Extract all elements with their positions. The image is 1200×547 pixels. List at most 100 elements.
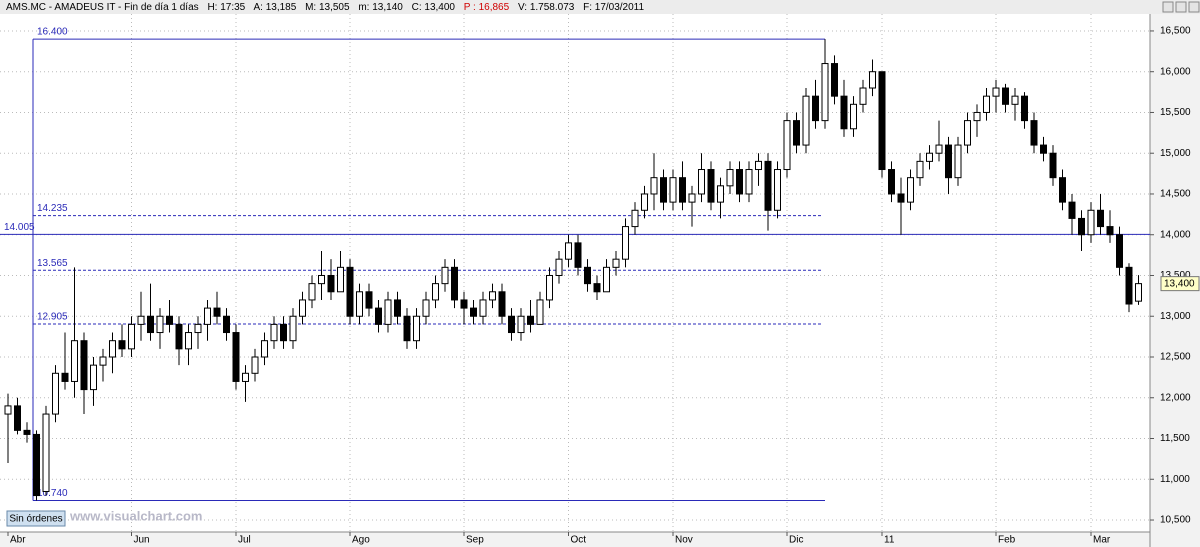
x-tick-label: Ago [352, 535, 370, 546]
level-label: 16.400 [37, 27, 68, 38]
candle-body [270, 323, 278, 342]
candle-body [52, 372, 59, 415]
candle-body [527, 315, 534, 325]
candle-body [831, 63, 838, 97]
candle-body [213, 307, 221, 317]
x-tick-label: Nov [675, 535, 693, 546]
candle-body [821, 63, 829, 122]
candle-body [441, 266, 449, 285]
candle-body [14, 405, 21, 431]
y-tick-label: 14,000 [1160, 229, 1191, 240]
candle-body [413, 315, 420, 342]
candle-body [460, 299, 468, 309]
candle-body [660, 177, 667, 203]
candle-body [489, 291, 496, 301]
candle-body [783, 120, 791, 171]
candle-body [1125, 266, 1133, 305]
candle-body [71, 340, 78, 382]
candle-body [926, 152, 933, 162]
candle-body [1049, 152, 1057, 179]
candle-body [555, 258, 563, 276]
candle-body [869, 71, 876, 89]
level-label: 10.740 [37, 488, 68, 499]
x-tick-label: Feb [998, 535, 1016, 546]
candle-body [612, 258, 620, 268]
candle-body [983, 95, 990, 113]
candle-body [137, 315, 145, 325]
candle-body [641, 193, 648, 211]
level-label: 14.235 [37, 203, 68, 214]
candle-body [954, 144, 962, 179]
x-tick-label: Jul [238, 535, 251, 546]
candle-body [365, 291, 373, 309]
y-tick-label: 15,000 [1160, 148, 1191, 159]
candle-body [1030, 120, 1038, 146]
x-axis-bar [0, 532, 1150, 547]
candle-body [327, 274, 335, 293]
candle-body [261, 340, 268, 358]
header-bar [0, 0, 1200, 14]
orders-button-label[interactable]: Sin órdenes [9, 514, 62, 525]
maximize-button[interactable] [1175, 1, 1187, 13]
candle-body [1059, 177, 1066, 203]
header: AMS.MC - AMADEUS IT - Fin de día 1 días … [6, 2, 645, 13]
candle-body [679, 177, 686, 203]
level-label: 13.565 [37, 258, 68, 269]
candle-body [584, 266, 591, 285]
x-tick-label: Oct [571, 535, 587, 546]
last-price-label: 13,400 [1164, 278, 1195, 289]
candle-body [299, 299, 306, 317]
x-tick-label: Dic [789, 535, 803, 546]
candle-body [508, 315, 515, 334]
candle-body [194, 323, 202, 334]
candle-body [517, 315, 525, 334]
candle-body [888, 169, 895, 195]
candle-body [764, 160, 772, 211]
orders-button[interactable] [6, 510, 66, 527]
candle-body [850, 103, 857, 130]
candle-body [61, 372, 69, 382]
chart-title: AMS.MC - AMADEUS IT - Fin de día 1 días [6, 2, 199, 13]
minimize-button[interactable] [1162, 1, 1174, 13]
candle-body [308, 283, 316, 301]
x-tick-label: 11 [884, 535, 895, 546]
y-tick-label: 10,500 [1160, 515, 1191, 526]
candle-body [156, 315, 164, 334]
candle-body [726, 169, 734, 187]
candle-body [945, 144, 952, 179]
close-button[interactable] [1188, 1, 1200, 13]
candle-body [356, 291, 363, 317]
candle-body [175, 323, 183, 350]
candle-body [242, 372, 249, 382]
candle-body [546, 274, 553, 301]
candle-body [1106, 226, 1114, 236]
x-tick-label: Abr [10, 535, 26, 546]
candle-body [42, 413, 50, 492]
candle-body [23, 429, 31, 435]
candle-body [90, 364, 97, 391]
candle-body [223, 315, 230, 334]
candle-body [688, 193, 696, 203]
candle-body [1021, 95, 1028, 122]
candle-body [384, 299, 392, 325]
candle-body [1011, 95, 1019, 105]
candle-body [593, 283, 601, 293]
header-field: F: 17/03/2011 [583, 2, 644, 13]
candle-body [1068, 201, 1076, 219]
candle-body [992, 87, 1000, 97]
candle-body [1040, 144, 1047, 154]
candle-body [128, 323, 135, 350]
candle-body [204, 307, 211, 325]
last-price-box [1160, 276, 1200, 292]
candle-body [289, 315, 297, 342]
candle-body [698, 169, 705, 195]
candle-body [4, 405, 12, 415]
candle-body [470, 307, 477, 317]
x-tick-label: Sep [466, 535, 484, 546]
y-tick-label: 15,500 [1160, 107, 1191, 118]
candle-body [907, 177, 914, 203]
candle-body [793, 120, 800, 146]
candle-body [1002, 87, 1009, 105]
candle-body [859, 87, 867, 105]
